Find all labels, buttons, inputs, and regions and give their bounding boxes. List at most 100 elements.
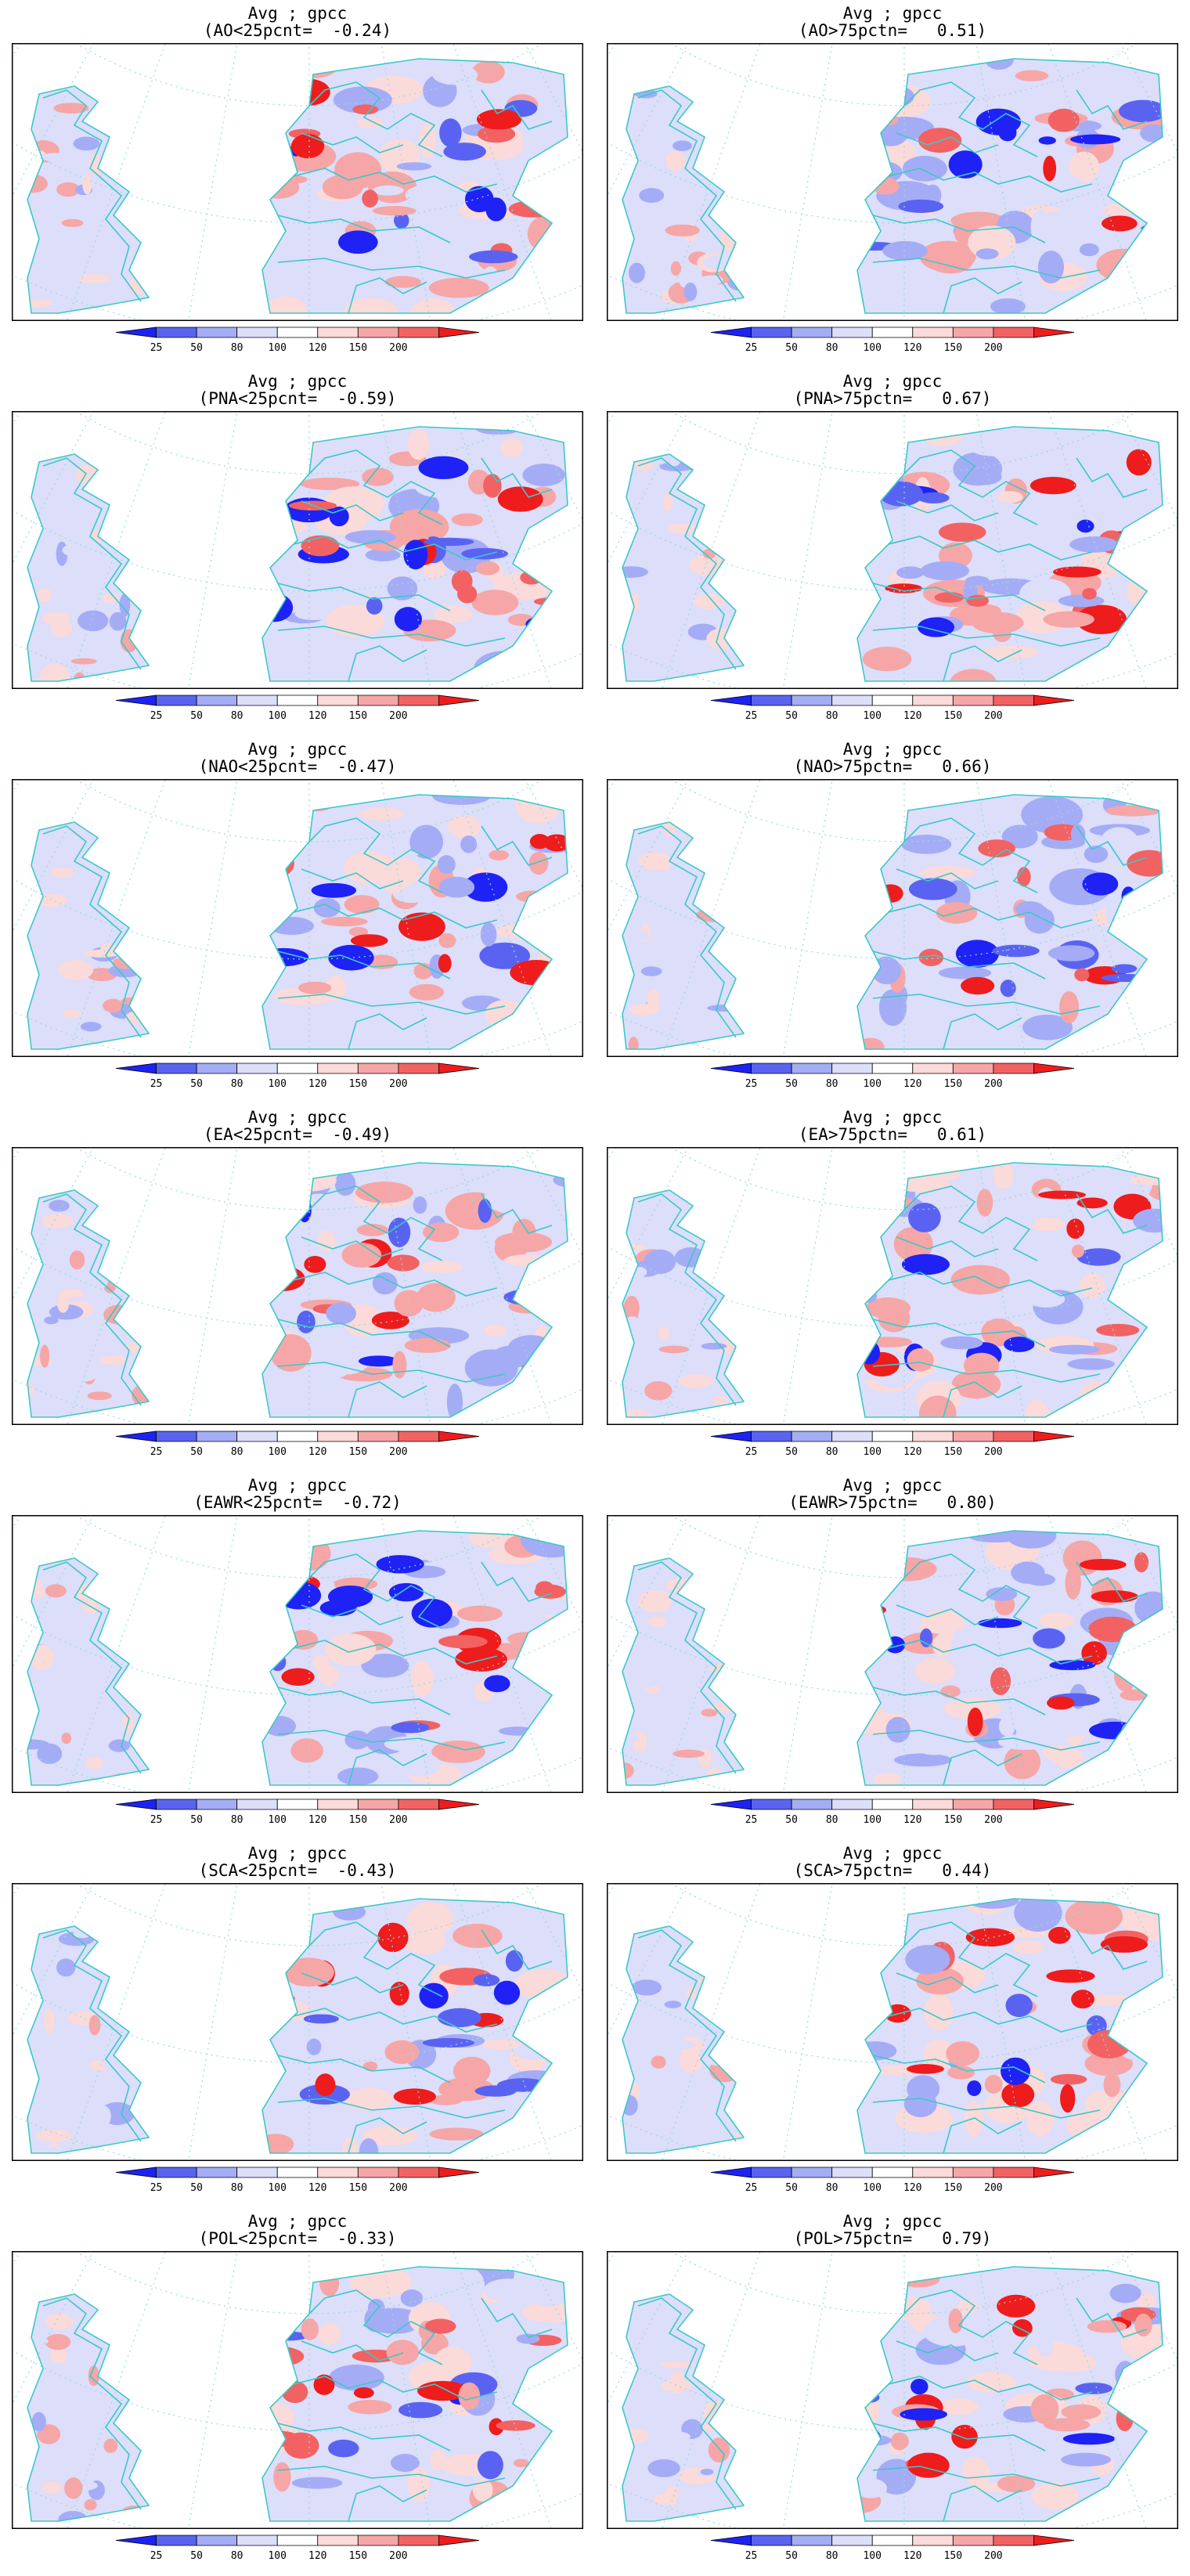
- colorbar-label: 80: [231, 2182, 243, 2194]
- panel-title: Avg ; gpcc: [247, 1476, 348, 1495]
- colorbar-label: 80: [826, 1814, 838, 1826]
- colorbar-label: 80: [826, 2182, 838, 2194]
- panel-title: Avg ; gpcc: [842, 4, 943, 23]
- colorbar-label: 50: [190, 1814, 203, 1826]
- colorbar-label: 25: [150, 2182, 163, 2194]
- colorbar-label: 120: [903, 1078, 921, 1090]
- precipitation-map: [607, 2251, 1178, 2529]
- colorbar-label: 120: [903, 2550, 921, 2562]
- colorbar-label: 150: [944, 2182, 962, 2194]
- colorbar-label: 150: [349, 1078, 367, 1090]
- colorbar-label: 200: [984, 710, 1002, 722]
- precipitation-map: [607, 779, 1178, 1057]
- colorbar-label: 25: [150, 1814, 163, 1826]
- colorbar-label: 150: [349, 2182, 367, 2194]
- colorbar-label: 50: [785, 1446, 798, 1458]
- colorbar-label: 120: [308, 2182, 326, 2194]
- colorbar-label: 100: [268, 342, 286, 354]
- colorbar-label: 120: [903, 1446, 921, 1458]
- precipitation-map: [607, 1515, 1178, 1793]
- colorbar-label: 200: [389, 710, 407, 722]
- colorbar-label: 120: [308, 710, 326, 722]
- colorbar-label: 80: [231, 1078, 243, 1090]
- colorbar: 25 50 80 100 120 150 200: [710, 2167, 1075, 2194]
- colorbar-label: 150: [349, 2550, 367, 2562]
- colorbar: 25 50 80 100 120 150 200: [115, 2167, 480, 2194]
- colorbar-label: 100: [863, 2550, 881, 2562]
- colorbar-label: 100: [863, 1814, 881, 1826]
- colorbar-label: 100: [268, 1814, 286, 1826]
- panel-subtitle: (EAWR<25pcnt= -0.72): [193, 1493, 402, 1512]
- map-panel: Avg ; gpcc (NAO<25pcnt= -0.47) 25 50 80 100 12…: [0, 736, 595, 1104]
- colorbar: 25 50 80 100 120 150 200: [710, 327, 1075, 354]
- panel-subtitle: (EA>75pctn= 0.61): [798, 1125, 987, 1144]
- colorbar: 25 50 80 100 120 150 200: [115, 695, 480, 722]
- colorbar-label: 150: [349, 1446, 367, 1458]
- colorbar-label: 25: [150, 2550, 163, 2562]
- colorbar: 25 50 80 100 120 150 200: [115, 1799, 480, 1826]
- colorbar-label: 150: [944, 1446, 962, 1458]
- panel-title: Avg ; gpcc: [842, 372, 943, 391]
- colorbar: 25 50 80 100 120 150 200: [710, 1063, 1075, 1090]
- colorbar-label: 80: [826, 1446, 838, 1458]
- colorbar-label: 150: [944, 710, 962, 722]
- colorbar-label: 25: [745, 710, 758, 722]
- panel-title: Avg ; gpcc: [247, 372, 348, 391]
- panel-title: Avg ; gpcc: [247, 1844, 348, 1863]
- colorbar-label: 50: [785, 710, 798, 722]
- colorbar-label: 150: [944, 342, 962, 354]
- colorbar-label: 200: [984, 1814, 1002, 1826]
- colorbar-label: 200: [984, 2550, 1002, 2562]
- panel-title: Avg ; gpcc: [842, 1476, 943, 1495]
- map-panel: Avg ; gpcc (EA>75pctn= 0.61) 25 50 80 100 120 1…: [595, 1104, 1190, 1472]
- panel-title: Avg ; gpcc: [842, 740, 943, 759]
- colorbar-label: 100: [268, 710, 286, 722]
- map-panel: Avg ; gpcc (EAWR>75pctn= 0.80) 25 50 80 100 12…: [595, 1472, 1190, 1840]
- colorbar-label: 200: [389, 1814, 407, 1826]
- precipitation-map: [607, 43, 1178, 321]
- colorbar-label: 100: [268, 2182, 286, 2194]
- colorbar-label: 50: [785, 2182, 798, 2194]
- colorbar-label: 50: [190, 2182, 203, 2194]
- colorbar-label: 200: [984, 1446, 1002, 1458]
- colorbar-label: 80: [826, 1078, 838, 1090]
- colorbar: 25 50 80 100 120 150 200: [115, 1063, 480, 1090]
- precipitation-map: [12, 2251, 583, 2529]
- colorbar-label: 50: [190, 342, 203, 354]
- panel-subtitle: (EA<25pcnt= -0.49): [203, 1125, 392, 1144]
- colorbar-label: 120: [903, 2182, 921, 2194]
- colorbar-label: 25: [150, 710, 163, 722]
- colorbar: 25 50 80 100 120 150 200: [115, 327, 480, 354]
- panel-title: Avg ; gpcc: [247, 1108, 348, 1127]
- panel-subtitle: (PNA<25pcnt= -0.59): [198, 389, 397, 408]
- colorbar-label: 50: [190, 1446, 203, 1458]
- colorbar: 25 50 80 100 120 150 200: [710, 2535, 1075, 2562]
- colorbar-label: 120: [308, 1446, 326, 1458]
- map-panel: Avg ; gpcc (AO<25pcnt= -0.24) 25 50 80 100 120…: [0, 0, 595, 368]
- colorbar-label: 100: [863, 710, 881, 722]
- panel-title: Avg ; gpcc: [247, 2212, 348, 2231]
- panel-title: Avg ; gpcc: [842, 1844, 943, 1863]
- map-panel: Avg ; gpcc (AO>75pctn= 0.51) 25 50 80 100 120 1…: [595, 0, 1190, 368]
- precipitation-map: [12, 43, 583, 321]
- panel-subtitle: (POL<25pcnt= -0.33): [198, 2229, 397, 2248]
- colorbar-label: 100: [863, 2182, 881, 2194]
- colorbar-label: 50: [190, 710, 203, 722]
- colorbar-label: 25: [745, 1814, 758, 1826]
- colorbar-label: 80: [231, 1814, 243, 1826]
- colorbar-label: 150: [349, 342, 367, 354]
- precipitation-map: [12, 1883, 583, 2161]
- colorbar-label: 120: [903, 1814, 921, 1826]
- colorbar-label: 80: [231, 2550, 243, 2562]
- colorbar-label: 50: [785, 1814, 798, 1826]
- colorbar: 25 50 80 100 120 150 200: [710, 1799, 1075, 1826]
- colorbar: 25 50 80 100 120 150 200: [115, 1431, 480, 1458]
- colorbar-label: 50: [190, 2550, 203, 2562]
- colorbar-label: 100: [863, 342, 881, 354]
- colorbar-label: 200: [389, 1078, 407, 1090]
- colorbar-label: 100: [863, 1446, 881, 1458]
- colorbar-label: 80: [231, 710, 243, 722]
- panel-subtitle: (EAWR>75pctn= 0.80): [788, 1493, 997, 1512]
- colorbar-label: 120: [903, 342, 921, 354]
